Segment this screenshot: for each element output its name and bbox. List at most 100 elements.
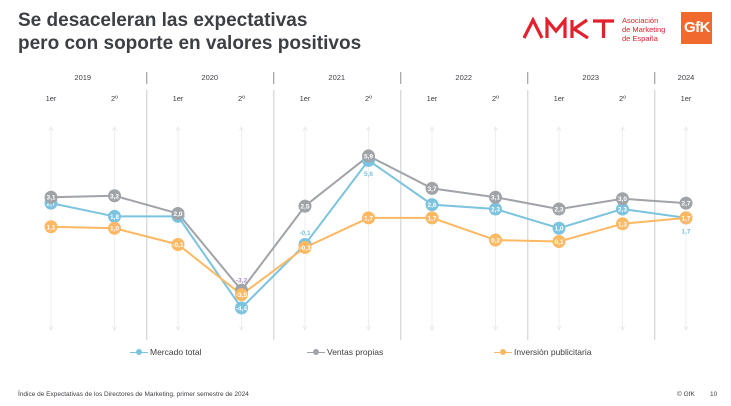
- title-line-2: pero con soporte en valores positivos: [18, 33, 362, 54]
- data-point: [171, 237, 185, 251]
- footer-source: Índice de Expectativas de los Directores…: [18, 391, 249, 398]
- guide-arrow-down-icon: [556, 325, 562, 331]
- data-label: 1,7: [364, 215, 373, 222]
- data-label: 3,2: [110, 193, 119, 200]
- data-point: [235, 301, 248, 315]
- period-tick-label: 1er: [554, 94, 565, 103]
- data-point: [44, 220, 58, 234]
- data-point: [425, 181, 439, 195]
- data-label: 5,6: [364, 171, 373, 178]
- gfk-logo-text: GfK: [684, 19, 711, 36]
- guide-arrow-down-icon: [620, 325, 625, 331]
- data-point: [616, 202, 629, 216]
- legend-item-mercado-total: Mercado total: [130, 347, 202, 357]
- data-point: [616, 192, 629, 206]
- guide-arrow-up-icon: [112, 126, 117, 132]
- data-label: 2,3: [618, 207, 627, 214]
- data-point: [425, 211, 439, 225]
- data-point: [235, 288, 248, 302]
- data-label: 3,7: [427, 186, 436, 193]
- data-label: 5,9: [364, 153, 373, 160]
- data-label: -0,1: [172, 242, 184, 249]
- amkt-logo-icon: [522, 17, 614, 39]
- guide-arrow-up-icon: [620, 126, 625, 132]
- period-tick-label: 2º: [619, 94, 626, 103]
- data-point: [679, 196, 693, 210]
- data-label: 2,3: [491, 207, 500, 214]
- legend-marker-icon: [130, 348, 148, 356]
- data-point: [362, 211, 375, 225]
- period-tick-label: 1er: [173, 94, 184, 103]
- data-point: [44, 190, 58, 204]
- year-label: 2022: [455, 73, 472, 82]
- guide-arrow-down-icon: [112, 325, 117, 331]
- data-point: [552, 221, 566, 235]
- data-point: [108, 221, 121, 235]
- period-tick-label: 1er: [681, 94, 692, 103]
- page-number: 10: [710, 391, 718, 398]
- data-label: 0,1: [554, 239, 563, 246]
- data-point: [489, 233, 502, 247]
- guide-arrow-up-icon: [493, 126, 498, 132]
- data-label: 1,0: [110, 226, 119, 233]
- data-label: -4,4: [236, 305, 248, 312]
- data-point: [489, 202, 502, 216]
- title-line-1: Se desaceleran las expectativas: [18, 10, 308, 31]
- guide-arrow-up-icon: [48, 126, 54, 132]
- legend-marker-icon: [307, 348, 325, 356]
- gfk-logo-icon: GfK: [681, 12, 712, 44]
- data-label: 1,8: [110, 214, 119, 221]
- year-label: 2020: [201, 73, 218, 82]
- data-label: 1,7: [427, 215, 436, 222]
- data-label: 1,7: [681, 228, 690, 235]
- year-label: 2024: [678, 73, 695, 82]
- guide-arrow-up-icon: [556, 126, 562, 132]
- data-point: [171, 206, 185, 220]
- data-label: 3,0: [618, 196, 627, 203]
- amkt-line-1: Asociación: [622, 16, 659, 25]
- data-label: 2,7: [681, 201, 690, 208]
- data-label: 2,3: [554, 207, 563, 214]
- guide-arrow-up-icon: [239, 126, 244, 132]
- data-label: 0,2: [491, 238, 500, 245]
- legend-label: Ventas propias: [327, 347, 384, 357]
- guide-arrow-up-icon: [302, 126, 308, 132]
- guide-arrow-down-icon: [429, 325, 435, 331]
- data-point: [489, 190, 502, 204]
- period-tick-label: 2º: [238, 94, 245, 103]
- data-label: -3,5: [236, 292, 248, 299]
- guide-arrow-down-icon: [366, 325, 371, 331]
- period-tick-label: 1er: [300, 94, 311, 103]
- data-label: 1,1: [46, 224, 55, 231]
- data-point: [298, 240, 312, 254]
- data-label: 1,7: [681, 215, 690, 222]
- period-tick-label: 2º: [365, 94, 372, 103]
- data-point: [552, 235, 566, 249]
- guide-arrow-up-icon: [175, 126, 181, 132]
- guide-arrow-up-icon: [429, 126, 435, 132]
- period-tick-label: 1er: [427, 94, 438, 103]
- amkt-line-3: de España: [622, 34, 658, 43]
- amkt-logo-text: Asociación de Marketing de España: [622, 16, 665, 43]
- guide-arrow-down-icon: [683, 325, 689, 331]
- guide-arrow-down-icon: [239, 325, 244, 331]
- data-label: 2,5: [300, 204, 309, 211]
- period-tick-label: 2º: [492, 94, 499, 103]
- data-point: [616, 217, 629, 231]
- data-label: 3,1: [46, 195, 55, 202]
- data-label: 2,0: [173, 211, 182, 218]
- legend-marker-icon: [494, 348, 512, 356]
- data-label: -0,3: [299, 245, 311, 252]
- year-label: 2021: [328, 73, 345, 82]
- legend-item-inversion-publicitaria: Inversión publicitaria: [494, 347, 591, 357]
- data-label: 2,6: [427, 202, 436, 209]
- data-point: [108, 189, 121, 203]
- data-point: [108, 209, 121, 223]
- guide-arrow-down-icon: [493, 325, 498, 331]
- data-point: [362, 149, 375, 163]
- legend-label: Inversión publicitaria: [514, 347, 592, 357]
- legend-label: Mercado total: [150, 347, 202, 357]
- period-tick-label: 2º: [111, 94, 118, 103]
- data-point: [298, 199, 312, 213]
